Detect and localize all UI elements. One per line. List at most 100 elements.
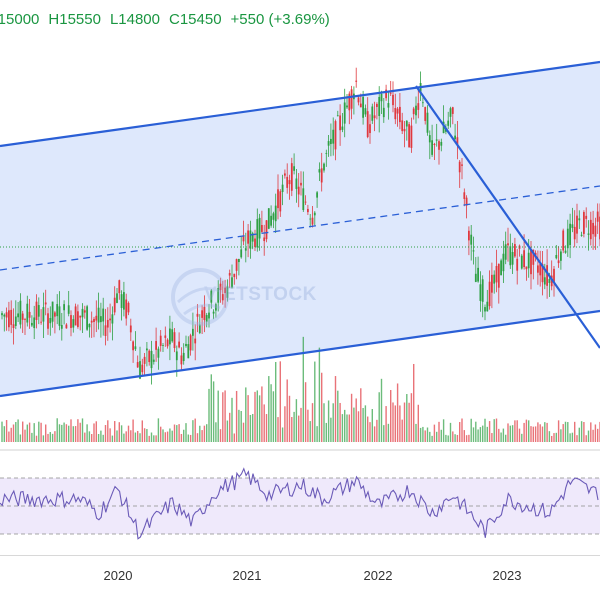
candle-body [553, 268, 555, 283]
volume-bar [353, 407, 355, 442]
candle-body [88, 323, 91, 328]
volume-bar [229, 412, 231, 442]
volume-bar [330, 417, 332, 442]
candle-body [426, 112, 429, 133]
volume-bar [258, 395, 261, 442]
volume-bar [226, 420, 229, 442]
candle-body [348, 93, 351, 111]
volume-bar [61, 424, 63, 442]
candle-body [198, 324, 201, 334]
candle-body [254, 238, 256, 247]
volume-bar [511, 425, 514, 442]
volume-bar [254, 391, 256, 442]
volume-bar [169, 428, 171, 442]
candle-body [392, 94, 394, 106]
volume-bar [587, 430, 590, 442]
candle-body [587, 233, 590, 235]
candle-body [378, 96, 381, 117]
candle-body [65, 324, 68, 329]
candle-body [339, 115, 341, 131]
candle-body [120, 294, 123, 308]
candle-body [247, 230, 249, 244]
candle-body [327, 141, 330, 146]
candle-body [422, 102, 424, 104]
volume-bar [222, 392, 224, 442]
candle-body [244, 248, 247, 251]
volume-bar [238, 409, 240, 442]
candle-body [37, 305, 40, 317]
candle-body [146, 348, 148, 351]
candle-body [182, 352, 185, 362]
candle-body [118, 280, 121, 294]
volume-bar [265, 414, 268, 442]
channel-midline [0, 185, 600, 271]
volume-bar [120, 425, 123, 442]
volume-bar [104, 425, 107, 442]
candle-body [557, 260, 560, 264]
volume-bar [447, 435, 449, 442]
candle-body [187, 344, 190, 359]
candle-body [488, 281, 491, 307]
candle-body [336, 115, 339, 117]
candle-body [272, 213, 275, 220]
volume-bar [118, 422, 120, 442]
volume-bar [49, 432, 51, 442]
candle-body [148, 350, 151, 363]
candle-body [100, 316, 102, 323]
volume-bar [574, 421, 576, 442]
candle-body [180, 355, 183, 365]
volume-bar [208, 388, 210, 442]
candle-body [141, 364, 144, 373]
candle-body [309, 218, 312, 220]
candle-body [233, 273, 236, 278]
volume-bar [279, 361, 281, 442]
candle-body [249, 230, 252, 249]
candle-body [359, 103, 362, 108]
candle-body [297, 186, 300, 195]
candle-body [143, 356, 146, 364]
candle-body [548, 279, 551, 283]
candle-body [389, 92, 392, 94]
candle-body [286, 176, 289, 188]
candle-body [51, 301, 54, 322]
volume-bar [532, 426, 534, 442]
volume-bar [528, 420, 530, 442]
candle-body [362, 96, 364, 118]
volume-bar [79, 422, 81, 442]
volume-bar [275, 361, 277, 442]
candle-body [242, 236, 245, 242]
volume-bar [10, 427, 12, 442]
candle-body [311, 217, 314, 225]
volume-bar [304, 382, 307, 442]
volume-bar [576, 435, 578, 442]
volume-bar [157, 418, 160, 442]
candle-body [341, 126, 344, 130]
candle-body [81, 308, 84, 318]
channel-fill [0, 62, 600, 396]
candle-body [514, 244, 516, 257]
candle-body [334, 121, 337, 150]
candle-body [205, 315, 208, 322]
volume-bar [452, 431, 454, 442]
volume-bar [109, 428, 111, 442]
volume-bar [555, 432, 557, 442]
volume-bar [332, 403, 334, 442]
volume-bar [189, 434, 192, 442]
candle-body [238, 258, 240, 263]
volume-bar [592, 429, 594, 442]
candle-body [111, 314, 114, 324]
candle-body [546, 265, 548, 286]
candle-body [178, 341, 180, 348]
candle-body [504, 244, 507, 260]
volume-bar [553, 433, 555, 442]
volume-bar [180, 433, 183, 442]
candle-body [451, 107, 454, 114]
volume-bar [491, 433, 493, 442]
volume-bar [12, 424, 15, 442]
candle-body [474, 273, 477, 282]
volume-bar [95, 421, 97, 442]
trend-lines [0, 60, 600, 398]
volume-bar [65, 424, 68, 442]
candle-body [33, 317, 36, 329]
